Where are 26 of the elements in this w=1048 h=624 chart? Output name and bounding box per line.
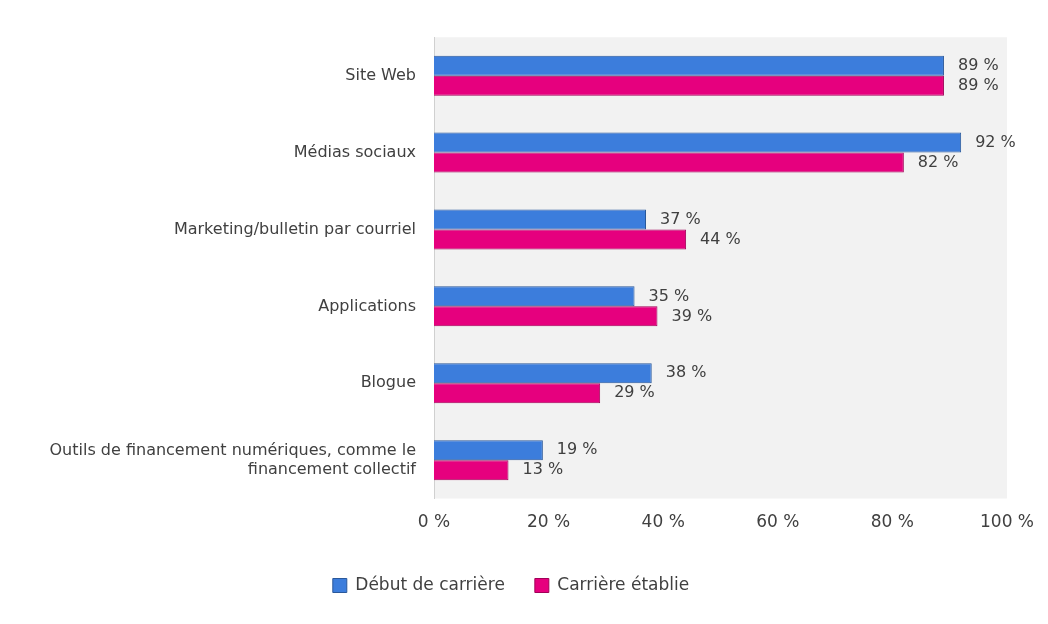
legend-label: Début de carrière — [355, 573, 505, 594]
y-tick-label: Médias sociaux — [293, 141, 416, 161]
data-label: 29 % — [614, 382, 655, 402]
data-label: 89 % — [957, 54, 999, 74]
x-tick-label: 40 % — [641, 511, 685, 532]
x-tick-label: 60 % — [756, 511, 800, 532]
x-tick-label: 0 % — [417, 511, 451, 532]
data-label: 38 % — [665, 362, 707, 382]
x-tick-label: 20 % — [527, 511, 571, 532]
data-label: 44 % — [700, 228, 741, 248]
x-tick-label: 100 % — [979, 511, 1035, 532]
y-tick-label: Applications — [318, 295, 416, 315]
data-label: 82 % — [917, 151, 959, 171]
legend-label: Carrière établie — [557, 573, 690, 594]
data-label: 39 % — [671, 305, 713, 325]
data-label: 37 % — [660, 208, 701, 228]
data-label: 13 % — [522, 459, 564, 479]
data-label: 35 % — [648, 285, 690, 305]
x-tick-label: 80 % — [870, 511, 914, 532]
y-tick-label: Blogue — [360, 372, 416, 392]
data-label: 89 % — [957, 74, 999, 94]
y-tick-label: Marketing/bulletin par courriel — [173, 218, 416, 238]
data-label: 19 % — [556, 439, 598, 459]
y-tick-label: Outils de financement numériques, comme le financement collectif — [49, 439, 417, 478]
data-label: 92 % — [975, 131, 1016, 151]
y-tick-label: Site Web — [345, 64, 416, 84]
